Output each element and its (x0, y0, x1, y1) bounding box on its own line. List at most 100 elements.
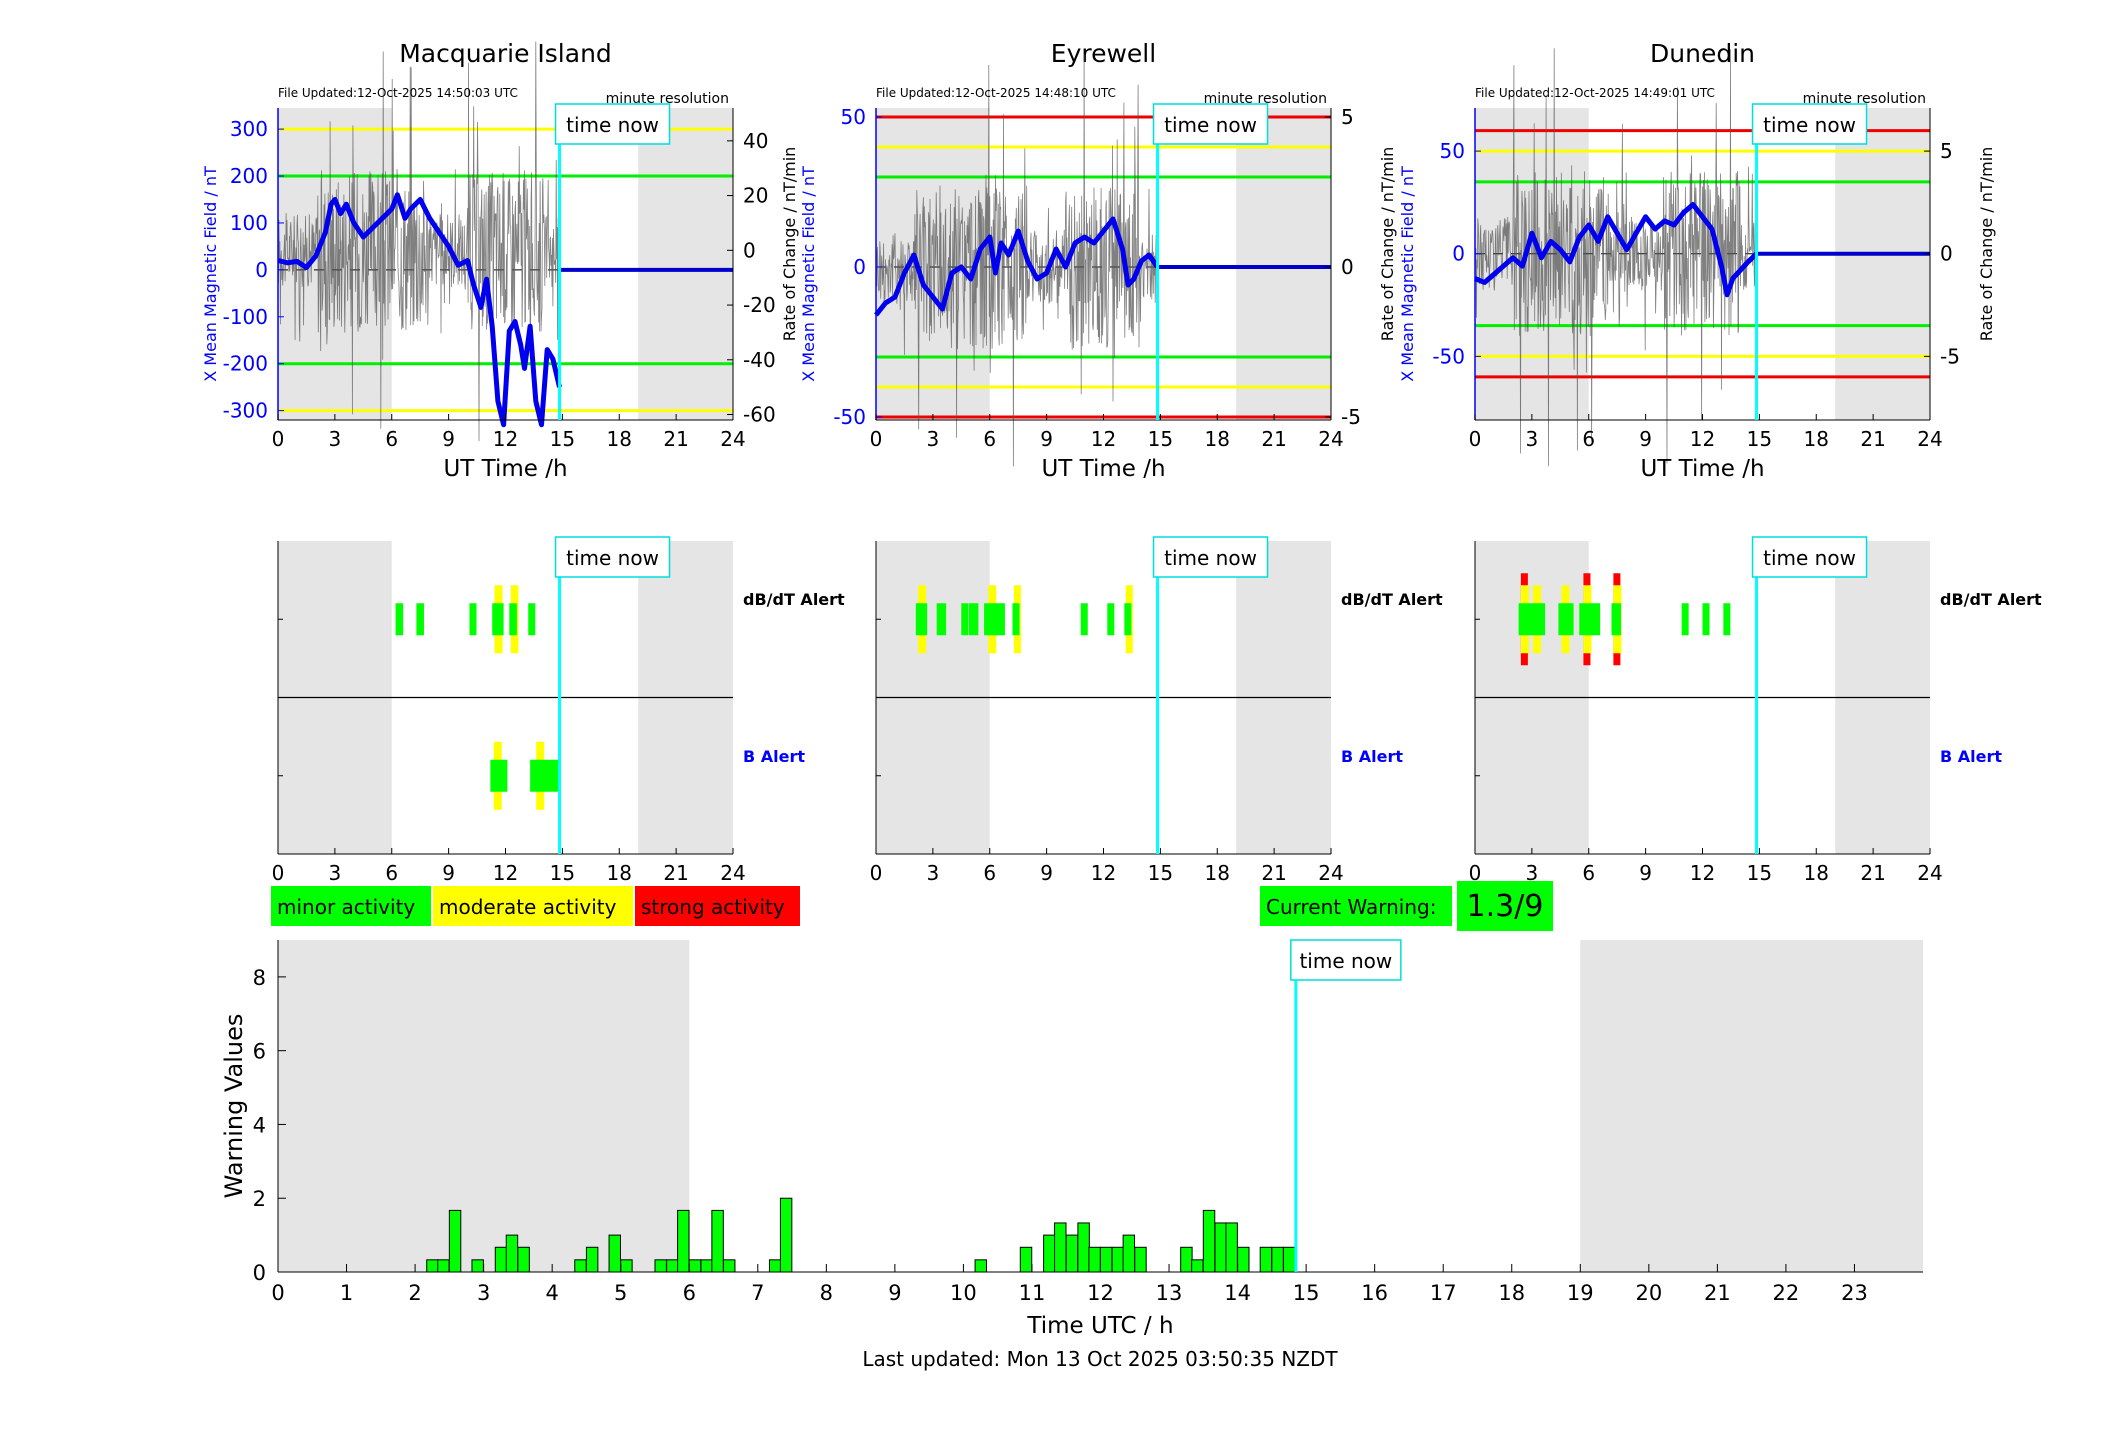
warning-bar-38 (1271, 1246, 1284, 1273)
dunedin-alert-x-tick-label: 24 (1917, 861, 1942, 885)
warning-bar-32 (1191, 1259, 1204, 1273)
warning-bar-39 (1283, 1246, 1296, 1273)
eyrewell-x-tick-label: 12 (1091, 427, 1116, 451)
macquarie-island-left-tick-label: -300 (223, 399, 268, 423)
warning-time-now-box (1290, 939, 1402, 981)
macquarie-island-alert-x-tick-label: 6 (385, 861, 398, 885)
warning-bar-8 (585, 1246, 599, 1273)
current-warning-value-box (1457, 881, 1553, 931)
macquarie-island-alert-x-tick-label: 12 (493, 861, 518, 885)
warning-bar-30 (1134, 1246, 1147, 1273)
warning-bar-9 (608, 1234, 621, 1273)
eyrewell-alert-x-tick-label: 9 (1040, 861, 1053, 885)
dunedin-x-tick-label: 21 (1860, 427, 1885, 451)
warning-ylabel: Warning Values (220, 1014, 248, 1199)
macquarie-island-title: Macquarie Island (399, 39, 612, 68)
dunedin-alert-time-now-label: time now (1763, 546, 1856, 570)
dunedin-right-tick-label: -5 (1940, 344, 1960, 368)
macquarie-island-x-tick-label: 21 (663, 427, 688, 451)
warning-bar-28 (1111, 1246, 1125, 1273)
macquarie-island-alert-x-tick-label: 18 (607, 861, 632, 885)
warning-bar-0 (426, 1259, 439, 1273)
macquarie-island-db-alert-minor-1 (416, 603, 424, 636)
eyrewell-file-updated: File Updated:12-Oct-2025 14:48:10 UTC (876, 86, 1116, 100)
dunedin-alert-x-tick-label: 12 (1690, 861, 1715, 885)
warning-bar-37 (1259, 1246, 1273, 1273)
eyrewell-title: Eyrewell (1051, 39, 1156, 68)
macquarie-island-db-alert-minor-2 (469, 603, 477, 636)
macquarie-island-left-tick-label: 100 (230, 211, 268, 235)
warning-x-tick-label: 23 (1841, 1281, 1868, 1305)
warning-bar-33 (1202, 1209, 1216, 1273)
dunedin-alert-x-tick-label: 9 (1639, 861, 1652, 885)
warning-bar-13 (677, 1209, 690, 1273)
warning-x-tick-label: 2 (408, 1281, 421, 1305)
macquarie-island-time-now-box (554, 103, 671, 145)
eyrewell-db-alert-minor-8 (1124, 603, 1132, 636)
warning-bar-1 (437, 1259, 450, 1273)
macquarie-island-alert-x-tick-label: 0 (272, 861, 285, 885)
eyrewell-xlabel: UT Time /h (1041, 456, 1165, 482)
warning-bar-20 (974, 1259, 987, 1273)
warning-x-tick-label: 15 (1293, 1281, 1320, 1305)
warning-y-tick-label: 4 (253, 1113, 266, 1137)
macquarie-island-x-tick-label: 12 (493, 427, 518, 451)
dunedin-db-alert-minor-4 (1611, 603, 1621, 636)
eyrewell-db-alert-minor-5 (1012, 603, 1020, 636)
dunedin-night-shading-1 (1835, 108, 1930, 420)
eyrewell-db-alert-minor-0 (915, 603, 928, 636)
legend-label-0: minor activity (277, 895, 415, 919)
eyrewell-db-alert-minor-1 (936, 603, 947, 636)
warning-bar-27 (1100, 1246, 1113, 1273)
macquarie-island-alert-x-tick-label: 21 (663, 861, 688, 885)
warning-bar-31 (1180, 1246, 1193, 1273)
macquarie-island-left-tick-label: 200 (230, 164, 268, 188)
eyrewell-time-now-label: time now (1164, 113, 1257, 137)
eyrewell-alert-x-tick-label: 24 (1318, 861, 1343, 885)
warning-x-tick-label: 11 (1019, 1281, 1046, 1305)
macquarie-island-right-tick-label: 0 (743, 238, 756, 262)
eyrewell-field-trace (874, 216, 1160, 317)
dunedin-alert-x-tick-label: 6 (1582, 861, 1595, 885)
dunedin-x-tick-label: 9 (1639, 427, 1652, 451)
macquarie-island-db-alert-minor-3 (492, 603, 504, 636)
warning-bar-12 (666, 1259, 679, 1273)
warning-x-tick-label: 21 (1704, 1281, 1731, 1305)
macquarie-island-db-alert-minor-4 (509, 603, 517, 636)
eyrewell-right-tick-label: 5 (1341, 105, 1354, 129)
dunedin-x-tick-label: 15 (1747, 427, 1772, 451)
warning-bar-22 (1043, 1234, 1056, 1273)
warning-x-tick-label: 19 (1567, 1281, 1594, 1305)
macquarie-island-db-alert-minor-5 (528, 603, 536, 636)
dunedin-title: Dunedin (1650, 39, 1755, 68)
warning-bar-25 (1077, 1222, 1090, 1273)
macquarie-island-x-tick-label: 9 (442, 427, 455, 451)
warning-bar-14 (688, 1259, 702, 1273)
eyrewell-left-tick-label: 0 (853, 255, 866, 279)
legend-swatch-2 (635, 886, 800, 926)
warning-x-tick-label: 13 (1156, 1281, 1183, 1305)
dunedin-db-alert-minor-5 (1681, 603, 1689, 636)
warning-x-tick-label: 18 (1498, 1281, 1525, 1305)
eyrewell-x-tick-label: 6 (983, 427, 996, 451)
warning-bar-34 (1214, 1222, 1227, 1273)
warning-x-tick-label: 1 (340, 1281, 353, 1305)
warning-y-tick-label: 0 (253, 1261, 266, 1285)
macquarie-island-right-tick-label: -40 (743, 348, 776, 372)
legend-swatch-1 (433, 886, 633, 926)
eyrewell-alert-time-now-label: time now (1164, 546, 1257, 570)
dunedin-db-alert-minor-7 (1723, 603, 1731, 636)
legend-label-1: moderate activity (439, 895, 617, 919)
macquarie-island-resolution: minute resolution (606, 91, 729, 107)
dunedin-x-tick-label: 3 (1526, 427, 1539, 451)
dunedin-ylabel-right: Rate of Change / nT/min (1977, 147, 1996, 342)
dunedin-ylabel-left: X Mean Magnetic Field / nT (1398, 166, 1417, 382)
dunedin-left-tick-label: -50 (1432, 344, 1465, 368)
macquarie-island-xlabel: UT Time /h (443, 456, 567, 482)
warning-night-shading-1 (1580, 940, 1923, 1272)
dunedin-db-alert-minor-2 (1558, 603, 1574, 636)
dunedin-db-alert-minor-6 (1702, 603, 1710, 636)
warning-x-tick-label: 4 (545, 1281, 558, 1305)
eyrewell-resolution: minute resolution (1204, 91, 1327, 107)
macquarie-island-left-tick-label: 0 (255, 258, 268, 282)
